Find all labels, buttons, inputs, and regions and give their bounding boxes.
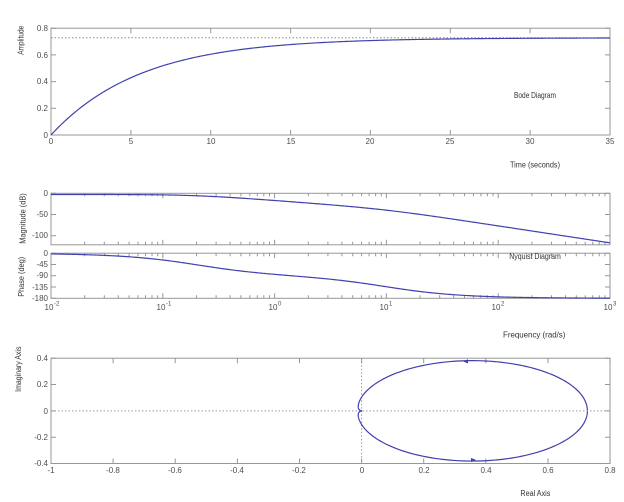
svg-text:Imaginary Axis: Imaginary Axis	[14, 347, 23, 392]
svg-text:0.6: 0.6	[37, 51, 49, 60]
svg-text:0: 0	[44, 131, 49, 140]
svg-text:Amplitude: Amplitude	[17, 25, 26, 54]
svg-text:-0.2: -0.2	[34, 433, 48, 442]
svg-text:-90: -90	[36, 271, 48, 280]
svg-text:-100: -100	[32, 231, 49, 240]
svg-text:-0.6: -0.6	[168, 466, 182, 475]
svg-text:0: 0	[44, 249, 49, 258]
svg-text:-135: -135	[32, 283, 49, 292]
svg-text:Nyquist Diagram: Nyquist Diagram	[509, 252, 561, 261]
svg-text:-0.4: -0.4	[34, 459, 48, 468]
svg-text:0: 0	[44, 189, 49, 198]
svg-text:0: 0	[278, 302, 282, 308]
svg-text:0.4: 0.4	[37, 354, 49, 363]
svg-text:0: 0	[49, 137, 54, 146]
svg-text:0.6: 0.6	[542, 466, 554, 475]
svg-text:5: 5	[129, 137, 134, 146]
svg-text:0.8: 0.8	[604, 466, 616, 475]
svg-text:Magnitude (dB): Magnitude (dB)	[19, 193, 28, 244]
svg-text:-50: -50	[36, 210, 48, 219]
svg-text:Phase (deg): Phase (deg)	[17, 257, 26, 297]
svg-text:15: 15	[287, 137, 296, 146]
svg-text:3: 3	[613, 302, 617, 308]
svg-text:Bode Diagram: Bode Diagram	[514, 91, 556, 100]
svg-text:10: 10	[157, 303, 166, 312]
svg-text:0.8: 0.8	[37, 24, 49, 33]
svg-text:35: 35	[606, 137, 615, 146]
svg-text:10: 10	[492, 303, 501, 312]
svg-text:0: 0	[44, 407, 49, 416]
svg-text:10: 10	[45, 303, 54, 312]
svg-text:-1: -1	[47, 466, 55, 475]
svg-text:10: 10	[380, 303, 389, 312]
svg-text:0.2: 0.2	[418, 466, 430, 475]
svg-text:0.4: 0.4	[480, 466, 492, 475]
svg-text:-0.8: -0.8	[106, 466, 120, 475]
svg-text:0.4: 0.4	[37, 77, 49, 86]
svg-text:0.2: 0.2	[37, 380, 49, 389]
svg-text:20: 20	[366, 137, 375, 146]
svg-text:Frequency (rad/s): Frequency (rad/s)	[503, 330, 566, 339]
svg-text:0.2: 0.2	[37, 104, 49, 113]
svg-text:-0.2: -0.2	[292, 466, 306, 475]
svg-text:Real Axis: Real Axis	[520, 489, 550, 497]
svg-text:-180: -180	[32, 294, 49, 303]
svg-text:25: 25	[446, 137, 455, 146]
svg-text:-45: -45	[36, 260, 48, 269]
svg-text:30: 30	[526, 137, 535, 146]
svg-text:0: 0	[360, 466, 365, 475]
svg-text:-0.4: -0.4	[230, 466, 244, 475]
svg-text:1: 1	[389, 302, 393, 308]
svg-text:10: 10	[604, 303, 613, 312]
svg-text:10: 10	[207, 137, 216, 146]
svg-text:Time (seconds): Time (seconds)	[510, 161, 560, 170]
svg-text:2: 2	[501, 302, 505, 308]
svg-text:-1: -1	[166, 302, 172, 308]
svg-text:-2: -2	[54, 302, 60, 308]
svg-text:10: 10	[269, 303, 278, 312]
